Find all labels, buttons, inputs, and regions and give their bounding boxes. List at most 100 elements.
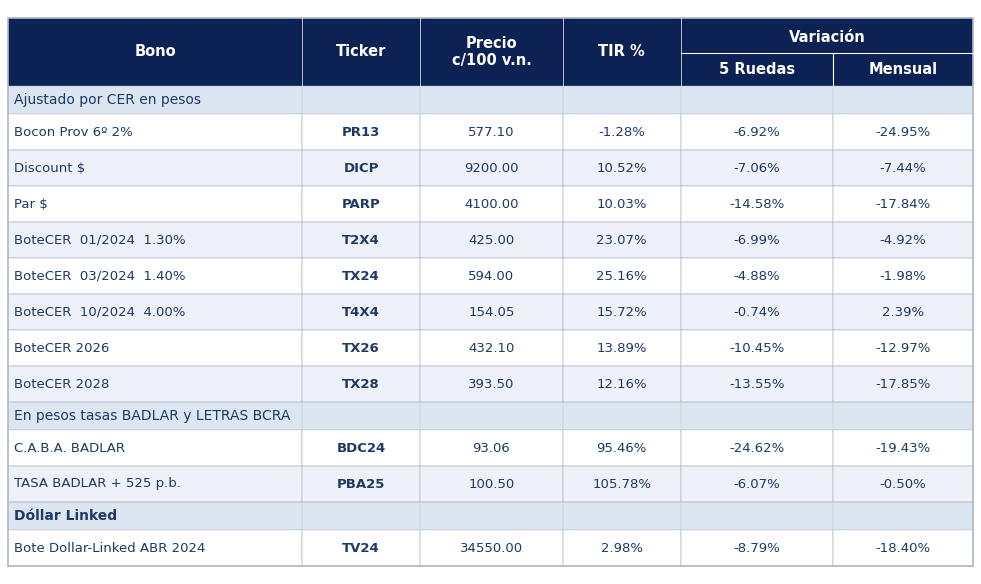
Bar — [302, 430, 420, 466]
Bar — [681, 466, 833, 502]
Bar — [302, 294, 420, 330]
Bar — [563, 430, 681, 466]
Text: PR13: PR13 — [342, 126, 381, 138]
Bar — [833, 222, 973, 258]
Text: 25.16%: 25.16% — [596, 269, 647, 283]
Text: 432.10: 432.10 — [468, 342, 515, 354]
Text: -4.92%: -4.92% — [880, 234, 926, 246]
Text: 10.52%: 10.52% — [596, 162, 647, 175]
Text: 105.78%: 105.78% — [593, 478, 651, 491]
Text: Ticker: Ticker — [336, 44, 387, 60]
Bar — [8, 18, 973, 86]
Text: 10.03%: 10.03% — [596, 197, 647, 210]
Text: -0.74%: -0.74% — [734, 305, 780, 318]
Bar — [563, 530, 681, 566]
Bar — [302, 258, 420, 294]
Bar — [833, 430, 973, 466]
Text: -1.28%: -1.28% — [598, 126, 645, 138]
Text: TV24: TV24 — [342, 541, 380, 554]
Text: 34550.00: 34550.00 — [460, 541, 523, 554]
Text: Bocon Prov 6º 2%: Bocon Prov 6º 2% — [14, 126, 132, 138]
Bar — [563, 330, 681, 366]
Bar — [681, 150, 833, 186]
Text: -24.62%: -24.62% — [729, 442, 785, 454]
Bar — [563, 186, 681, 222]
Text: 577.10: 577.10 — [468, 126, 515, 138]
Bar — [420, 222, 563, 258]
Bar — [420, 466, 563, 502]
Bar — [833, 366, 973, 402]
Text: -18.40%: -18.40% — [875, 541, 931, 554]
Text: PBA25: PBA25 — [337, 478, 386, 491]
Text: -7.06%: -7.06% — [734, 162, 780, 175]
Bar — [302, 150, 420, 186]
Bar — [681, 294, 833, 330]
Text: -0.50%: -0.50% — [880, 478, 926, 491]
Bar — [420, 430, 563, 466]
Bar — [8, 258, 302, 294]
Text: 93.06: 93.06 — [473, 442, 510, 454]
Text: PARP: PARP — [341, 197, 381, 210]
Bar — [8, 186, 302, 222]
Text: BoteCER 2026: BoteCER 2026 — [14, 342, 109, 354]
Text: TASA BADLAR + 525 p.b.: TASA BADLAR + 525 p.b. — [14, 478, 181, 491]
Bar — [420, 530, 563, 566]
Text: T4X4: T4X4 — [342, 305, 380, 318]
Text: -6.07%: -6.07% — [734, 478, 780, 491]
Text: Bono: Bono — [134, 44, 176, 60]
Bar — [833, 466, 973, 502]
Text: 15.72%: 15.72% — [596, 305, 647, 318]
Text: -13.55%: -13.55% — [729, 377, 785, 391]
Bar — [420, 330, 563, 366]
Bar — [302, 330, 420, 366]
Text: T2X4: T2X4 — [342, 234, 380, 246]
Text: -12.97%: -12.97% — [875, 342, 931, 354]
Bar — [302, 186, 420, 222]
Bar — [302, 466, 420, 502]
Bar — [833, 330, 973, 366]
Bar — [681, 114, 833, 150]
Bar — [8, 466, 302, 502]
Text: TX26: TX26 — [342, 342, 380, 354]
Bar — [420, 186, 563, 222]
Bar — [420, 366, 563, 402]
Bar — [302, 530, 420, 566]
Bar — [681, 530, 833, 566]
Bar — [681, 366, 833, 402]
Text: -8.79%: -8.79% — [734, 541, 780, 554]
Text: Dóllar Linked: Dóllar Linked — [14, 509, 117, 523]
Text: 154.05: 154.05 — [468, 305, 515, 318]
Text: TX28: TX28 — [342, 377, 380, 391]
Bar — [681, 222, 833, 258]
Bar — [8, 114, 302, 150]
Text: Par $: Par $ — [14, 197, 48, 210]
Bar — [420, 294, 563, 330]
Text: 2.39%: 2.39% — [882, 305, 924, 318]
Text: 2.98%: 2.98% — [600, 541, 643, 554]
Bar — [8, 502, 973, 530]
Bar — [8, 330, 302, 366]
Text: -1.98%: -1.98% — [880, 269, 926, 283]
Bar — [681, 186, 833, 222]
Bar — [420, 150, 563, 186]
Bar — [302, 222, 420, 258]
Bar — [563, 258, 681, 294]
Text: BoteCER  01/2024  1.30%: BoteCER 01/2024 1.30% — [14, 234, 185, 246]
Text: -7.44%: -7.44% — [880, 162, 926, 175]
Text: 13.89%: 13.89% — [596, 342, 647, 354]
Text: BoteCER  03/2024  1.40%: BoteCER 03/2024 1.40% — [14, 269, 185, 283]
Text: Ajustado por CER en pesos: Ajustado por CER en pesos — [14, 93, 201, 107]
Bar — [8, 366, 302, 402]
Text: 9200.00: 9200.00 — [464, 162, 519, 175]
Bar — [302, 366, 420, 402]
Bar — [833, 114, 973, 150]
Text: Discount $: Discount $ — [14, 162, 85, 175]
Bar — [8, 294, 302, 330]
Text: -6.92%: -6.92% — [734, 126, 780, 138]
Bar — [681, 430, 833, 466]
Text: DICP: DICP — [343, 162, 379, 175]
Text: 594.00: 594.00 — [468, 269, 514, 283]
Text: 23.07%: 23.07% — [596, 234, 647, 246]
Bar — [8, 86, 973, 114]
Text: 425.00: 425.00 — [468, 234, 515, 246]
